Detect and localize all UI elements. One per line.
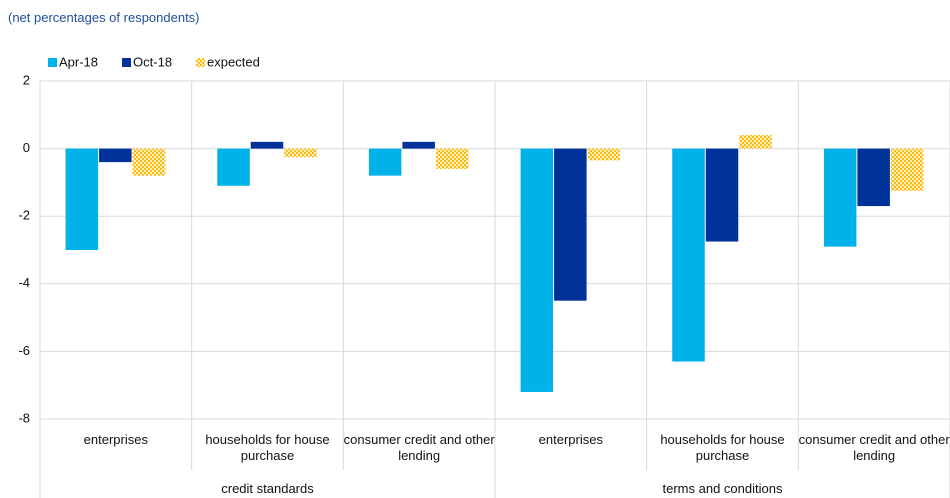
bar (284, 148, 317, 158)
bar (65, 148, 99, 250)
y-tick-label: -6 (18, 343, 30, 358)
bar (705, 148, 739, 242)
bar (250, 141, 284, 149)
bar (217, 148, 250, 186)
x-tick-label: enterprises (538, 432, 603, 447)
y-tick-label: -8 (18, 410, 30, 425)
group-label: terms and conditions (662, 481, 783, 496)
chart-subtitle: (net percentages of respondents) (8, 10, 200, 25)
bar (99, 148, 132, 163)
x-tick-label: enterprises (83, 432, 148, 447)
bar (672, 148, 705, 362)
bar (587, 148, 621, 161)
bar (554, 148, 587, 301)
y-tick-label: -2 (18, 208, 30, 223)
bar (402, 141, 435, 149)
group-label: credit standards (221, 481, 314, 496)
bar (435, 148, 469, 169)
bar (823, 148, 857, 247)
y-tick-label: 2 (23, 72, 30, 87)
legend-label: Oct-18 (133, 54, 172, 69)
bar (368, 148, 402, 176)
y-tick-label: -4 (18, 275, 30, 290)
x-tick-label: consumer credit and other lending (343, 432, 495, 463)
legend-swatch (196, 58, 206, 67)
x-tick-label: households for house purchase (205, 432, 330, 463)
legend-label: expected (207, 54, 260, 69)
legend-label: Apr-18 (59, 54, 98, 69)
x-tick-label: households for house purchase (660, 432, 785, 463)
x-tick-label: consumer credit and other lending (798, 432, 950, 463)
bar (857, 148, 890, 207)
bar (520, 148, 554, 392)
bar (890, 148, 924, 191)
bar (132, 148, 166, 176)
y-tick-label: 0 (23, 140, 30, 155)
legend-swatch (48, 58, 57, 67)
legend-swatch (122, 58, 132, 67)
bar (739, 135, 772, 149)
